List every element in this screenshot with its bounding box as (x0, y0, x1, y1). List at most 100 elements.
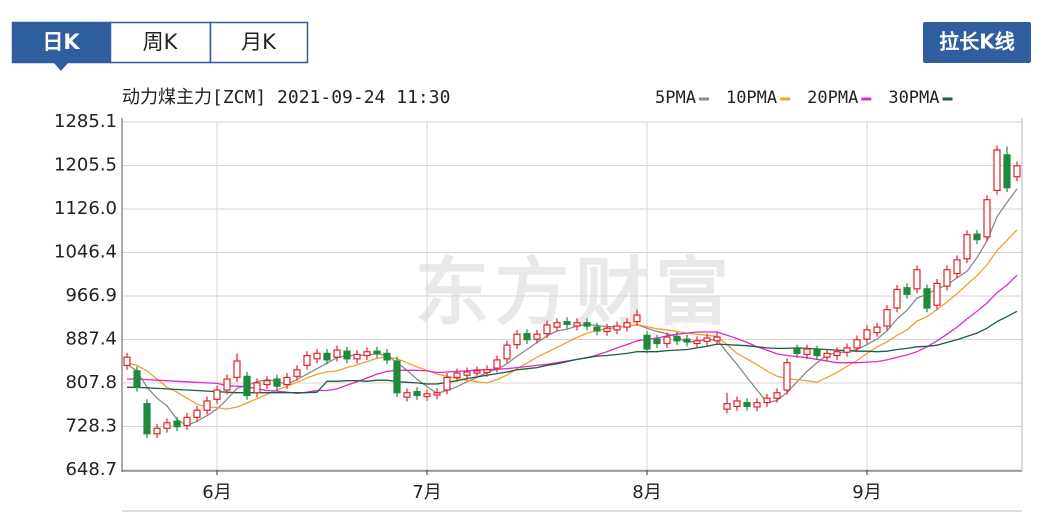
candle-body (913, 269, 921, 290)
candle-body (513, 333, 521, 346)
tab-label: 日K (42, 30, 80, 54)
candle-body (873, 326, 881, 334)
candle-body (413, 391, 421, 397)
candle-body (233, 360, 241, 379)
x-tick-label: 8月 (632, 482, 661, 503)
tab-pointer (54, 63, 68, 71)
candle-body (933, 282, 941, 306)
candle-body (283, 376, 291, 386)
candle-body (173, 420, 181, 428)
candle-body (483, 369, 491, 374)
button-box (923, 22, 1031, 63)
candle-body (123, 356, 131, 366)
candle-body (303, 354, 311, 366)
candle-body (263, 380, 271, 386)
tab-box (109, 21, 212, 64)
candle-body (393, 360, 401, 394)
tab-box (209, 21, 309, 64)
candle-body (183, 416, 191, 427)
candle-body (663, 336, 671, 345)
candle-body (653, 338, 661, 345)
candle-body (983, 199, 991, 238)
legend-label: 20PMA (807, 88, 858, 108)
candle-body (453, 372, 461, 379)
candle-body (903, 287, 911, 295)
candle-body (783, 362, 791, 391)
candle-body (523, 333, 531, 341)
y-tick-label: 966.9 (65, 285, 117, 306)
candle-body (973, 233, 981, 241)
candle-body (273, 378, 281, 387)
y-tick-label: 1205.5 (54, 155, 117, 176)
candle-body (633, 314, 641, 323)
legend-label: 30PMA (888, 88, 939, 108)
candle-body (683, 338, 691, 343)
legend-label: 5PMA (655, 88, 696, 108)
candle-body (763, 397, 771, 404)
candle-body (603, 327, 611, 333)
x-tick-label: 7月 (412, 482, 441, 503)
button-label: 拉长K线 (939, 30, 1015, 54)
tab-label: 月K (241, 30, 277, 54)
candle-body (703, 337, 711, 342)
candle-body (1003, 154, 1011, 189)
candle-body (293, 369, 301, 377)
candle-body (193, 409, 201, 418)
ma-line (127, 310, 1018, 394)
candle-body (573, 322, 581, 327)
y-tick-label: 728.3 (65, 415, 117, 436)
candle-body (323, 352, 331, 361)
tab[interactable]: 月K (209, 21, 309, 64)
candle-body (433, 392, 441, 396)
candle-body (853, 339, 861, 349)
y-tick-label: 1046.4 (54, 242, 117, 263)
tab[interactable]: 日K (11, 21, 112, 64)
candle-body (713, 336, 721, 342)
candle-body (613, 325, 621, 331)
legend-label: 10PMA (726, 88, 777, 108)
tab-box (11, 21, 112, 64)
candle-body (203, 400, 211, 411)
candle-body (153, 427, 161, 435)
candle-body (363, 351, 371, 357)
candle-body (383, 352, 391, 361)
stretch-button[interactable]: 拉长K线 (923, 22, 1031, 63)
candle-body (923, 288, 931, 309)
candle-body (793, 348, 801, 354)
candle-body (993, 149, 1001, 192)
candle-body (743, 401, 751, 408)
candle-body (133, 370, 141, 388)
candle-body (943, 269, 951, 287)
candle-body (843, 347, 851, 353)
y-tick-label: 648.7 (65, 459, 117, 480)
candle-body (553, 322, 561, 328)
candle-body (813, 349, 821, 357)
candle-body (863, 329, 871, 340)
candle-body (543, 324, 551, 335)
candle-body (243, 375, 251, 397)
candle-body (443, 376, 451, 391)
candle-body (643, 334, 651, 350)
candle-body (883, 309, 891, 327)
candle-body (503, 344, 511, 360)
candle-body (403, 392, 411, 398)
candle-body (423, 393, 431, 398)
candle-body (623, 322, 631, 328)
candle-body (353, 353, 361, 360)
tab-label: 周K (143, 30, 179, 54)
candle-body (963, 234, 971, 260)
candle-body (893, 288, 901, 309)
candle-body (463, 371, 471, 376)
candle-body (673, 335, 681, 342)
candle-body (333, 349, 341, 358)
candle-body (143, 403, 151, 435)
watermark: 东方财富 (415, 250, 735, 336)
candle-body (773, 392, 781, 399)
candle-body (693, 340, 701, 345)
candle-body (833, 351, 841, 357)
tab[interactable]: 周K (109, 21, 212, 64)
candle-body (593, 326, 601, 332)
candle-body (723, 403, 731, 410)
y-tick-label: 807.8 (65, 372, 117, 393)
